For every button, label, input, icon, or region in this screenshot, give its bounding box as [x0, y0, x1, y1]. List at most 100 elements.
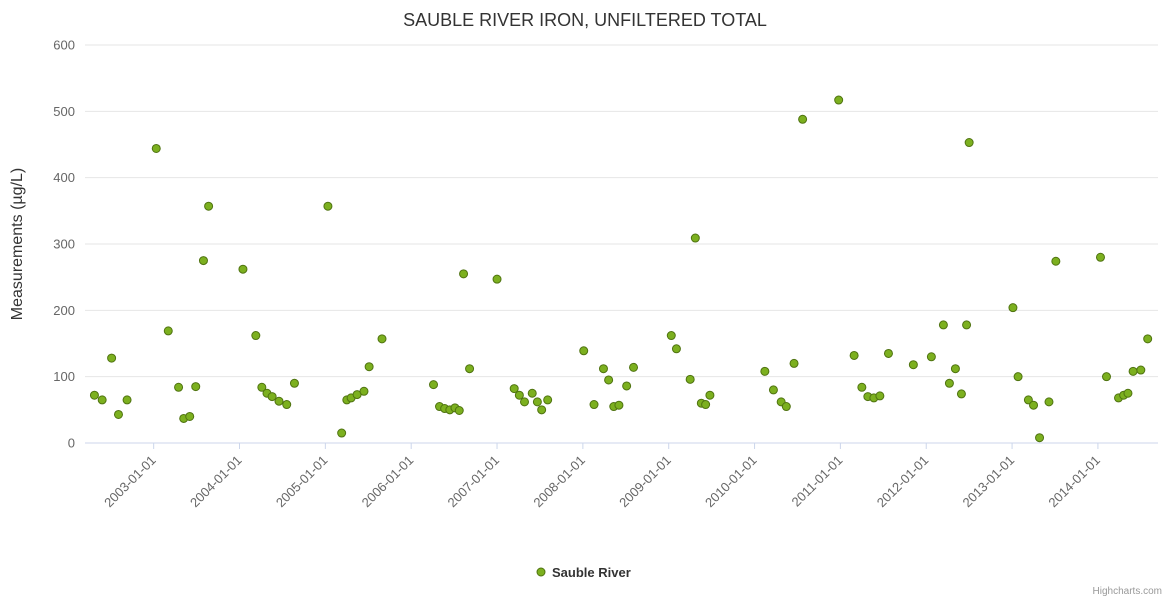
data-point[interactable] — [251, 331, 261, 341]
data-point[interactable] — [1029, 400, 1039, 410]
data-point[interactable] — [492, 274, 502, 284]
data-point[interactable] — [964, 138, 974, 148]
data-point[interactable] — [1023, 395, 1033, 405]
gridlines — [85, 44, 1158, 444]
data-point[interactable] — [768, 385, 778, 395]
data-point[interactable] — [543, 395, 553, 405]
data-point[interactable] — [185, 411, 195, 421]
legend-label: Sauble River — [552, 565, 631, 580]
data-point[interactable] — [204, 201, 214, 211]
data-point[interactable] — [789, 358, 799, 368]
data-point[interactable] — [798, 114, 808, 124]
data-point[interactable] — [604, 375, 614, 385]
data-point[interactable] — [532, 397, 542, 407]
data-point[interactable] — [857, 382, 867, 392]
y-tick-label: 100 — [53, 369, 75, 384]
data-point[interactable] — [1143, 334, 1153, 344]
data-point[interactable] — [174, 382, 184, 392]
data-point[interactable] — [337, 428, 347, 438]
data-point[interactable] — [589, 400, 599, 410]
data-point[interactable] — [1095, 252, 1105, 262]
data-point[interactable] — [514, 390, 524, 400]
data-point[interactable] — [622, 381, 632, 391]
legend-marker-icon — [536, 567, 546, 577]
data-point[interactable] — [537, 405, 547, 415]
highcharts-credit[interactable]: Highcharts.com — [1093, 586, 1162, 597]
data-point[interactable] — [614, 400, 624, 410]
data-point[interactable] — [267, 392, 277, 402]
x-axis-labels: 2003-01-01 2004-01-01 2005-01-01 2006-01-01… — [101, 443, 1103, 510]
data-point[interactable] — [1128, 366, 1138, 376]
data-point[interactable] — [781, 402, 791, 412]
data-point[interactable] — [377, 334, 387, 344]
data-point[interactable] — [289, 378, 299, 388]
data-point[interactable] — [1136, 365, 1146, 375]
data-point[interactable] — [666, 331, 676, 341]
x-tick-label: 2004-01-01 — [187, 453, 245, 511]
data-point[interactable] — [834, 95, 844, 105]
y-axis-title: Measurements (µg/L) — [9, 168, 26, 320]
data-point[interactable] — [962, 320, 972, 330]
data-point[interactable] — [956, 389, 966, 399]
data-point[interactable] — [598, 364, 608, 374]
data-point[interactable] — [509, 384, 519, 394]
data-point[interactable] — [364, 362, 374, 372]
data-point[interactable] — [671, 344, 681, 354]
data-point[interactable] — [274, 396, 284, 406]
x-tick-label: 2008-01-01 — [530, 453, 588, 511]
data-point[interactable] — [454, 405, 464, 415]
data-point[interactable] — [1051, 256, 1061, 266]
data-point[interactable] — [950, 364, 960, 374]
data-point[interactable] — [429, 380, 439, 390]
data-point[interactable] — [701, 400, 711, 410]
x-tick-label: 2013-01-01 — [960, 453, 1018, 511]
y-tick-label: 0 — [68, 436, 75, 451]
data-point[interactable] — [938, 320, 948, 330]
data-point[interactable] — [359, 386, 369, 396]
data-point[interactable] — [908, 360, 918, 370]
data-point[interactable] — [89, 390, 99, 400]
data-point[interactable] — [875, 391, 885, 401]
x-tick-label: 2005-01-01 — [273, 453, 331, 511]
legend-item-sauble-river[interactable]: Sauble River — [536, 565, 631, 580]
data-point[interactable] — [1013, 372, 1023, 382]
data-point[interactable] — [883, 348, 893, 358]
data-point[interactable] — [107, 353, 117, 363]
data-point[interactable] — [629, 362, 639, 372]
data-point[interactable] — [527, 388, 537, 398]
data-point[interactable] — [760, 366, 770, 376]
x-tick-label: 2003-01-01 — [101, 453, 159, 511]
data-point[interactable] — [690, 233, 700, 243]
data-point[interactable] — [1044, 397, 1054, 407]
data-point[interactable] — [849, 350, 859, 360]
data-point[interactable] — [282, 400, 292, 410]
data-point[interactable] — [198, 256, 208, 266]
data-point[interactable] — [323, 201, 333, 211]
data-point[interactable] — [151, 143, 161, 153]
data-point[interactable] — [459, 269, 469, 279]
data-point[interactable] — [1035, 433, 1045, 443]
data-point[interactable] — [122, 395, 132, 405]
y-tick-label: 200 — [53, 303, 75, 318]
data-point[interactable] — [257, 382, 267, 392]
data-point[interactable] — [579, 346, 589, 356]
data-point[interactable] — [1123, 388, 1133, 398]
data-point[interactable] — [520, 397, 530, 407]
data-point[interactable] — [163, 326, 173, 336]
data-point[interactable] — [191, 382, 201, 392]
data-point[interactable] — [705, 390, 715, 400]
data-point[interactable] — [1101, 372, 1111, 382]
data-point[interactable] — [1008, 303, 1018, 313]
data-point[interactable] — [926, 352, 936, 362]
data-point[interactable] — [465, 364, 475, 374]
x-tick-label: 2007-01-01 — [445, 453, 503, 511]
data-point[interactable] — [238, 264, 248, 274]
data-point[interactable] — [685, 374, 695, 384]
y-tick-label: 400 — [53, 170, 75, 185]
data-point[interactable] — [944, 378, 954, 388]
y-tick-label: 500 — [53, 104, 75, 119]
data-point[interactable] — [97, 395, 107, 405]
data-point[interactable] — [113, 409, 123, 419]
